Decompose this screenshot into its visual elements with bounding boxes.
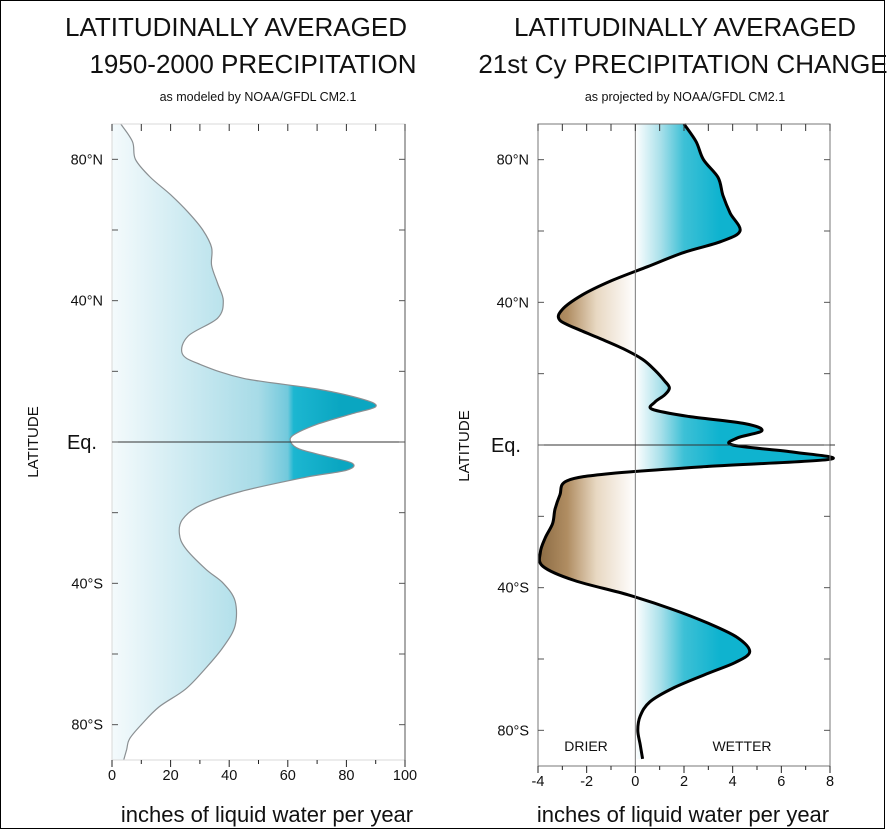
right-axes: -4 -2 0 2 4 6 8 80°N 40°N Eq. 40°S 80°S — [491, 123, 835, 790]
left-y-tick-label: 40°S — [71, 576, 103, 592]
right-panel: LATITUDINALLY AVERAGED 21st Cy PRECIPITA… — [456, 12, 887, 827]
right-x-tick-label: 6 — [777, 774, 785, 790]
right-x-axis-label: inches of liquid water per year — [537, 802, 829, 827]
right-subtitle: as projected by NOAA/GFDL CM2.1 — [585, 90, 785, 104]
drier-annotation: DRIER — [564, 738, 608, 754]
right-title-line-2: 21st Cy PRECIPITATION CHANGE — [478, 49, 887, 79]
left-x-tick-label: 80 — [338, 768, 354, 784]
right-y-tick-label: 80°S — [497, 723, 529, 739]
right-series-line — [537, 123, 835, 760]
left-x-tick-label: 20 — [163, 768, 179, 784]
left-y-tick-label: 80°N — [71, 152, 103, 168]
wetter-annotation: WETTER — [712, 738, 771, 754]
right-title-line-1: LATITUDINALLY AVERAGED — [514, 12, 856, 42]
left-title-line-1: LATITUDINALLY AVERAGED — [65, 12, 407, 42]
left-y-tick-label: 80°S — [71, 718, 103, 734]
left-title-line-2: 1950-2000 PRECIPITATION — [89, 49, 416, 79]
right-y-tick-label: 40°S — [497, 581, 529, 597]
right-y-tick-label: 40°N — [497, 295, 529, 311]
right-x-tick-label: 8 — [826, 774, 834, 790]
left-y-tick-label: Eq. — [67, 432, 97, 454]
left-x-tick-label: 0 — [108, 768, 116, 784]
right-y-tick-label: Eq. — [491, 435, 521, 457]
right-series-fill — [539, 124, 834, 759]
right-plot-area — [537, 123, 835, 760]
left-x-tick-label: 40 — [221, 768, 237, 784]
left-y-axis-label: LATITUDE — [25, 406, 42, 477]
left-y-tick-label: 40°N — [71, 294, 103, 310]
right-x-tick-label: 4 — [729, 774, 737, 790]
right-x-tick-label: 2 — [680, 774, 688, 790]
right-y-axis-label: LATITUDE — [456, 410, 473, 481]
right-x-tick-label: 0 — [631, 774, 639, 790]
right-x-tick-label: -4 — [532, 774, 545, 790]
left-subtitle: as modeled by NOAA/GFDL CM2.1 — [160, 90, 357, 104]
left-x-axis-label: inches of liquid water per year — [121, 802, 413, 827]
left-x-tick-label: 100 — [393, 768, 417, 784]
right-x-tick-label: -2 — [580, 774, 593, 790]
left-axes: 0 20 40 60 80 100 80°N 40°N Eq. 40°S 80°S — [67, 123, 417, 784]
right-y-tick-label: 80°N — [497, 153, 529, 169]
left-panel: LATITUDINALLY AVERAGED 1950-2000 PRECIPI… — [25, 12, 417, 827]
left-x-tick-label: 60 — [280, 768, 296, 784]
